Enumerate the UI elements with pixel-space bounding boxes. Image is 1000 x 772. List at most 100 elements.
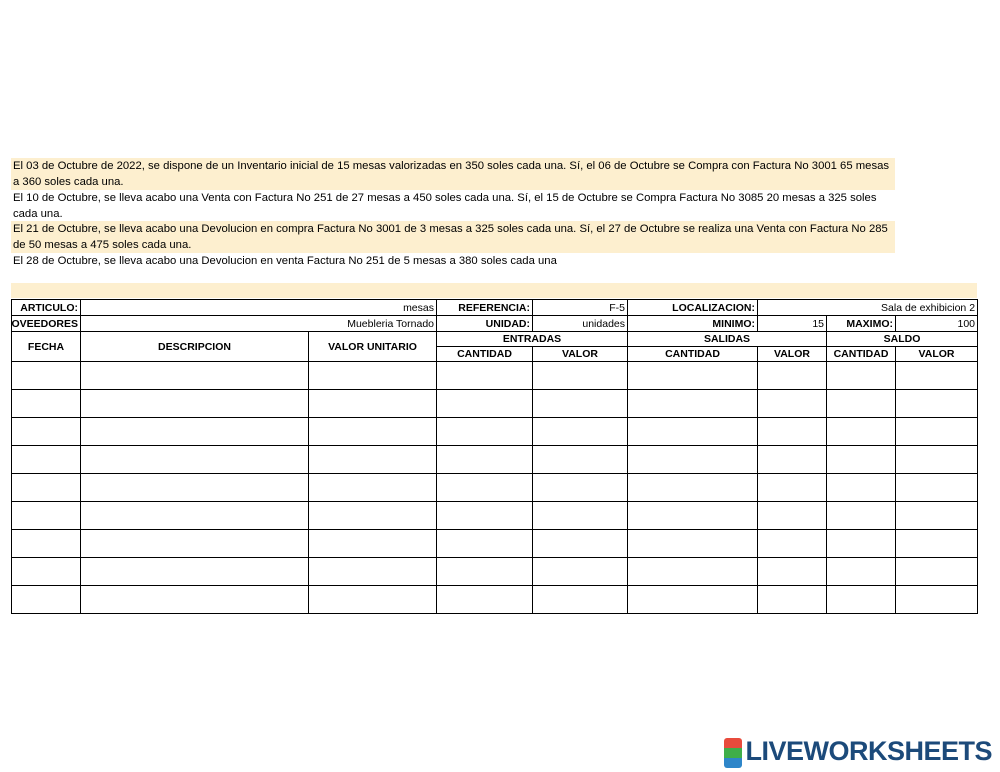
kardex-table: ARTICULO: mesas REFERENCIA: F-5 LOCALIZA… bbox=[11, 299, 979, 614]
input-cell[interactable] bbox=[80, 361, 309, 390]
input-cell[interactable] bbox=[627, 417, 758, 446]
input-cell[interactable] bbox=[80, 445, 309, 474]
input-cell[interactable] bbox=[757, 389, 827, 418]
input-cell[interactable] bbox=[308, 417, 437, 446]
label: MAXIMO: bbox=[826, 315, 896, 332]
input-cell[interactable] bbox=[80, 389, 309, 418]
value: Sala de exhibicion 2 bbox=[756, 299, 979, 316]
input-cell[interactable] bbox=[532, 361, 628, 390]
input-cell[interactable] bbox=[436, 529, 533, 558]
input-cell[interactable] bbox=[826, 389, 896, 418]
input-cell[interactable] bbox=[627, 529, 758, 558]
subheader: VALOR bbox=[894, 346, 979, 362]
input-cell[interactable] bbox=[532, 585, 628, 614]
input-cell[interactable] bbox=[436, 389, 533, 418]
header: FECHA bbox=[11, 331, 81, 362]
input-cell[interactable] bbox=[894, 389, 979, 418]
input-cell[interactable] bbox=[532, 501, 628, 530]
input-cell[interactable] bbox=[894, 361, 979, 390]
input-cell[interactable] bbox=[894, 529, 979, 558]
input-cell[interactable] bbox=[826, 529, 896, 558]
input-cell[interactable] bbox=[894, 585, 979, 614]
input-cell[interactable] bbox=[627, 557, 758, 586]
input-cell[interactable] bbox=[436, 417, 533, 446]
input-cell[interactable] bbox=[11, 445, 81, 474]
header: DESCRIPCION bbox=[80, 331, 309, 362]
input-cell[interactable] bbox=[11, 529, 81, 558]
input-cell[interactable] bbox=[757, 501, 827, 530]
label: MINIMO: bbox=[627, 315, 758, 332]
input-cell[interactable] bbox=[894, 557, 979, 586]
input-cell[interactable] bbox=[826, 417, 896, 446]
input-cell[interactable] bbox=[436, 501, 533, 530]
input-cell[interactable] bbox=[757, 361, 827, 390]
input-cell[interactable] bbox=[894, 501, 979, 530]
label: REFERENCIA: bbox=[436, 299, 533, 316]
input-cell[interactable] bbox=[627, 473, 758, 502]
input-cell[interactable] bbox=[308, 473, 437, 502]
value: 15 bbox=[757, 315, 827, 332]
input-cell[interactable] bbox=[308, 501, 437, 530]
input-cell[interactable] bbox=[11, 389, 81, 418]
input-cell[interactable] bbox=[80, 585, 309, 614]
input-cell[interactable] bbox=[757, 445, 827, 474]
input-cell[interactable] bbox=[532, 445, 628, 474]
input-cell[interactable] bbox=[826, 557, 896, 586]
input-cell[interactable] bbox=[308, 445, 437, 474]
input-cell[interactable] bbox=[11, 361, 81, 390]
paragraph: El 21 de Octubre, se lleva acabo una Dev… bbox=[11, 221, 895, 253]
input-cell[interactable] bbox=[11, 501, 81, 530]
logo: LIVEWORKSHEETS bbox=[724, 736, 992, 768]
input-cell[interactable] bbox=[894, 473, 979, 502]
input-cell[interactable] bbox=[80, 473, 309, 502]
input-cell[interactable] bbox=[308, 557, 437, 586]
paragraph: El 28 de Octubre, se lleva acabo una Dev… bbox=[13, 255, 557, 267]
input-cell[interactable] bbox=[80, 529, 309, 558]
input-cell[interactable] bbox=[436, 361, 533, 390]
input-cell[interactable] bbox=[894, 445, 979, 474]
logo-text: LIVEWORKSHEETS bbox=[745, 736, 992, 766]
input-cell[interactable] bbox=[436, 445, 533, 474]
input-cell[interactable] bbox=[11, 417, 81, 446]
input-cell[interactable] bbox=[627, 361, 758, 390]
input-cell[interactable] bbox=[11, 585, 81, 614]
input-cell[interactable] bbox=[532, 473, 628, 502]
input-cell[interactable] bbox=[894, 417, 979, 446]
input-cell[interactable] bbox=[627, 501, 758, 530]
input-cell[interactable] bbox=[11, 557, 81, 586]
input-cell[interactable] bbox=[826, 473, 896, 502]
input-cell[interactable] bbox=[627, 585, 758, 614]
input-cell[interactable] bbox=[532, 557, 628, 586]
input-cell[interactable] bbox=[436, 473, 533, 502]
paragraph: El 10 de Octubre, se lleva acabo una Ven… bbox=[13, 192, 877, 220]
input-cell[interactable] bbox=[627, 445, 758, 474]
input-cell[interactable] bbox=[532, 529, 628, 558]
input-cell[interactable] bbox=[826, 501, 896, 530]
input-cell[interactable] bbox=[308, 361, 437, 390]
subheader: CANTIDAD bbox=[826, 346, 896, 362]
input-cell[interactable] bbox=[308, 585, 437, 614]
input-cell[interactable] bbox=[436, 557, 533, 586]
input-cell[interactable] bbox=[627, 389, 758, 418]
input-cell[interactable] bbox=[757, 557, 827, 586]
input-cell[interactable] bbox=[826, 585, 896, 614]
input-cell[interactable] bbox=[532, 389, 628, 418]
input-cell[interactable] bbox=[757, 417, 827, 446]
input-cell[interactable] bbox=[436, 585, 533, 614]
label: ARTICULO: bbox=[11, 299, 81, 316]
input-cell[interactable] bbox=[826, 361, 896, 390]
input-cell[interactable] bbox=[308, 529, 437, 558]
input-cell[interactable] bbox=[757, 585, 827, 614]
value: Muebleria Tornado bbox=[80, 315, 437, 332]
input-cell[interactable] bbox=[80, 557, 309, 586]
input-cell[interactable] bbox=[308, 389, 437, 418]
input-cell[interactable] bbox=[80, 501, 309, 530]
input-cell[interactable] bbox=[757, 473, 827, 502]
label: UNIDAD: bbox=[436, 315, 533, 332]
input-cell[interactable] bbox=[532, 417, 628, 446]
input-cell[interactable] bbox=[80, 417, 309, 446]
input-cell[interactable] bbox=[757, 529, 827, 558]
input-cell[interactable] bbox=[826, 445, 896, 474]
input-cell[interactable] bbox=[11, 473, 81, 502]
